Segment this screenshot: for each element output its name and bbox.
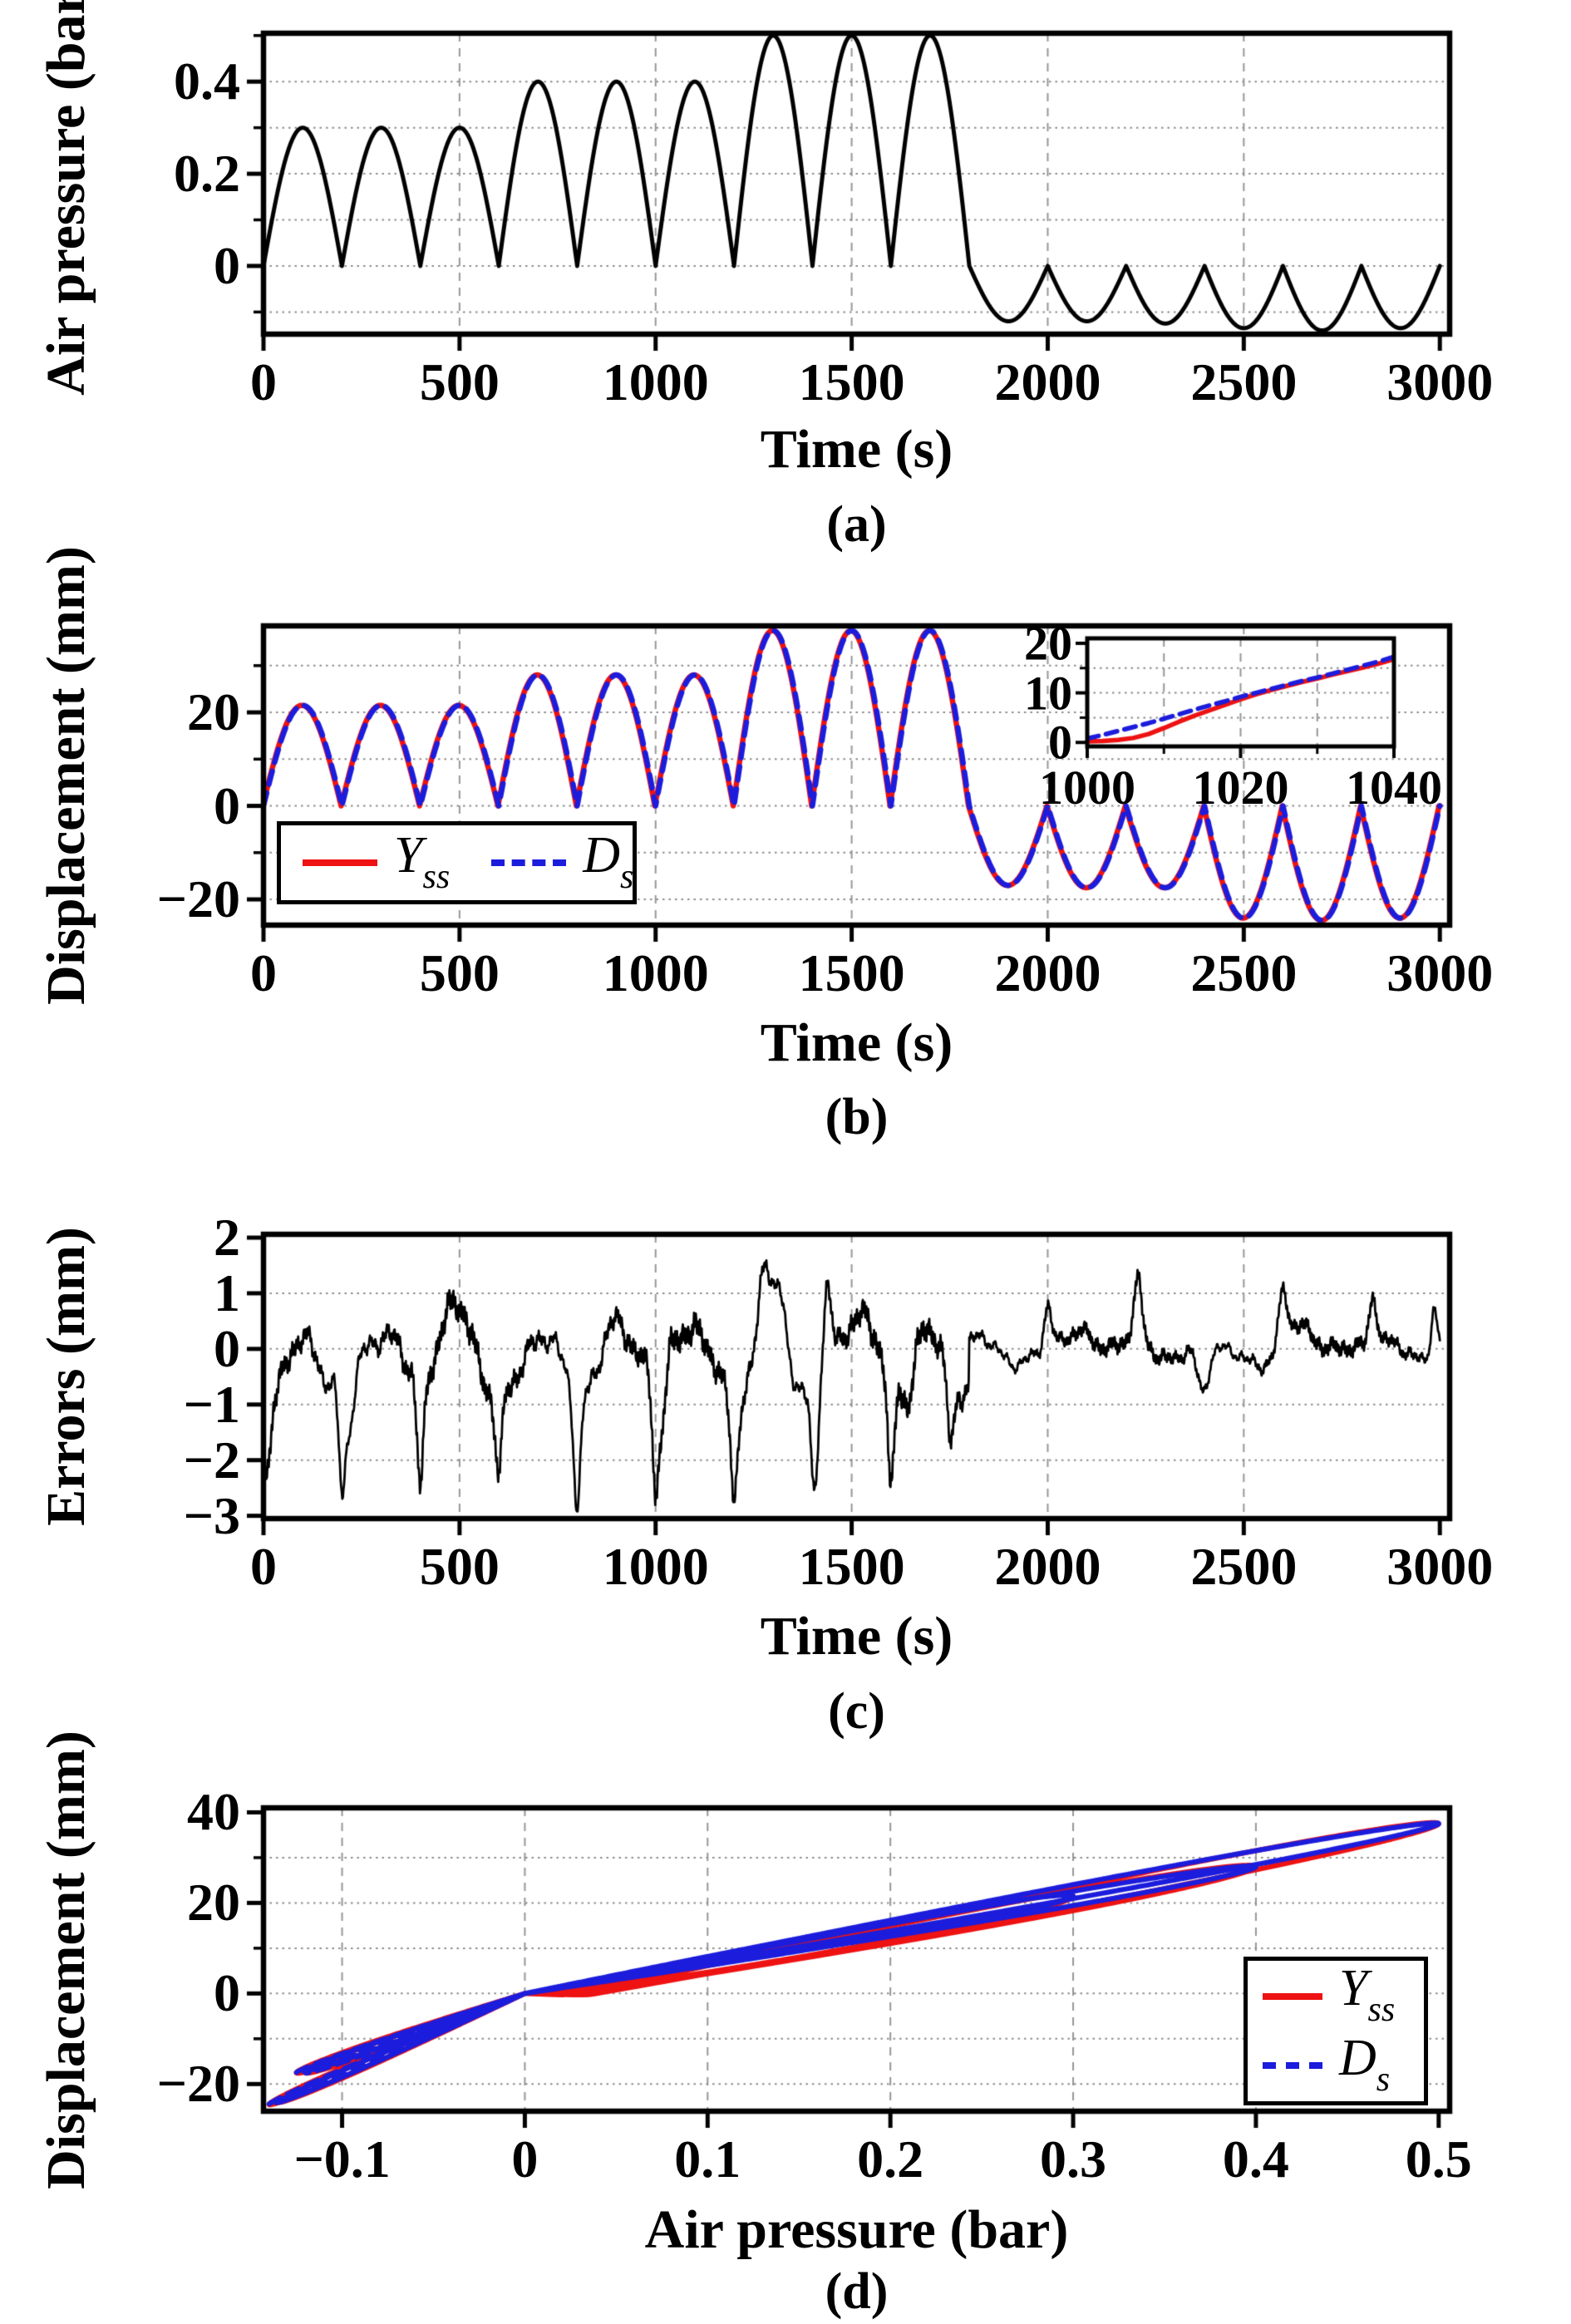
subplot-c-x-axis-label: Time (s) <box>760 1606 953 1667</box>
dashed-line-swatch <box>491 859 567 866</box>
legend-item-yss: Yss <box>303 830 450 897</box>
y-tick-label: 0.2 <box>174 144 240 204</box>
subplot-d-caption: (d) <box>825 2263 889 2320</box>
y-tick-label: 10 <box>1024 666 1072 721</box>
legend-label-yss: Yss <box>394 826 451 896</box>
y-tick-label: 0 <box>214 1318 240 1378</box>
x-tick-label: 0 <box>250 1537 277 1596</box>
subplot-d-legend: Yss Ds <box>1244 1957 1428 2105</box>
subplot-a-caption: (a) <box>826 496 887 553</box>
x-tick-label: 1040 <box>1346 761 1442 815</box>
x-tick-label: 3000 <box>1386 352 1494 411</box>
x-tick-label: 0.3 <box>1040 2130 1107 2189</box>
x-tick-label: 500 <box>419 943 500 1002</box>
subplot-b-x-axis-label: Time (s) <box>760 1012 953 1073</box>
x-tick-label: 2500 <box>1190 1537 1298 1596</box>
x-tick-label: 2500 <box>1190 352 1298 411</box>
x-tick-label: 1000 <box>1039 761 1135 815</box>
x-tick-label: 1500 <box>798 352 905 411</box>
subplot-a-pressure-canvas <box>230 0 1483 367</box>
subplot-b-inset-canvas <box>1054 605 1427 780</box>
legend-label-ds: Ds <box>583 826 634 896</box>
subplot-c-caption: (c) <box>828 1683 885 1740</box>
y-tick-label: −2 <box>183 1430 240 1489</box>
legend-item-yss: Yss <box>1263 1962 1424 2030</box>
x-tick-label: −0.1 <box>293 2130 391 2189</box>
subplot-b-legend: Yss Ds <box>277 821 637 904</box>
x-tick-label: 0 <box>250 352 277 411</box>
subplot-c-y-axis-label: Errors (mm) <box>36 1227 96 1526</box>
x-tick-label: 500 <box>419 352 500 411</box>
x-tick-label: 1000 <box>602 943 709 1002</box>
x-tick-label: 1000 <box>602 352 709 411</box>
x-tick-label: 2000 <box>994 943 1101 1002</box>
y-tick-label: 20 <box>187 1873 240 1933</box>
y-tick-label: 0 <box>214 775 240 835</box>
y-tick-label: −20 <box>156 2054 240 2114</box>
x-tick-label: 0.5 <box>1405 2130 1472 2189</box>
x-tick-label: 1500 <box>798 1537 905 1596</box>
y-tick-label: 1 <box>214 1263 240 1322</box>
y-tick-label: 20 <box>187 682 240 742</box>
x-tick-label: 0.1 <box>674 2130 741 2189</box>
y-tick-label: −3 <box>183 1485 240 1545</box>
subplot-c-errors-canvas <box>230 1201 1483 1552</box>
x-tick-label: 2500 <box>1190 943 1298 1002</box>
x-tick-label: 1000 <box>602 1537 709 1596</box>
legend-label-ds: Ds <box>1339 2029 1391 2099</box>
y-tick-label: 0 <box>214 1963 240 2023</box>
y-tick-label: 40 <box>187 1782 240 1842</box>
y-tick-label: −20 <box>156 869 240 929</box>
y-tick-label: 0.4 <box>174 52 240 111</box>
y-tick-label: −1 <box>183 1374 240 1434</box>
x-tick-label: 0.2 <box>857 2130 924 2189</box>
y-tick-label: 2 <box>214 1208 240 1268</box>
x-tick-label: 500 <box>419 1537 500 1596</box>
subplot-b-y-axis-label: Displacement (mm) <box>36 546 96 1005</box>
x-tick-label: 2000 <box>994 352 1101 411</box>
legend-label-yss: Yss <box>1339 1960 1396 2030</box>
subplot-d-x-axis-label: Air pressure (bar) <box>644 2199 1069 2260</box>
legend-item-ds: Ds <box>491 830 633 897</box>
x-tick-label: 0 <box>511 2130 539 2189</box>
dashed-line-swatch <box>1263 2062 1322 2070</box>
x-tick-label: 0.4 <box>1222 2130 1289 2189</box>
subplot-d-y-axis-label: Displacement (mm) <box>36 1730 96 2189</box>
x-tick-label: 3000 <box>1386 1537 1494 1596</box>
subplot-b-caption: (b) <box>825 1089 889 1145</box>
subplot-a-x-axis-label: Time (s) <box>760 419 953 480</box>
y-tick-label: 0 <box>1048 715 1072 770</box>
solid-line-swatch <box>1263 1992 1322 2000</box>
solid-line-swatch <box>303 859 377 866</box>
x-tick-label: 3000 <box>1386 943 1494 1002</box>
subplot-a-y-axis-label: Air pressure (bar) <box>36 0 96 396</box>
y-tick-label: 0 <box>214 235 240 295</box>
x-tick-label: 1020 <box>1192 761 1289 815</box>
x-tick-label: 2000 <box>994 1537 1101 1596</box>
x-tick-label: 0 <box>250 943 277 1002</box>
legend-item-ds: Ds <box>1263 2032 1424 2100</box>
y-tick-label: 20 <box>1024 616 1072 671</box>
x-tick-label: 1500 <box>798 943 905 1002</box>
